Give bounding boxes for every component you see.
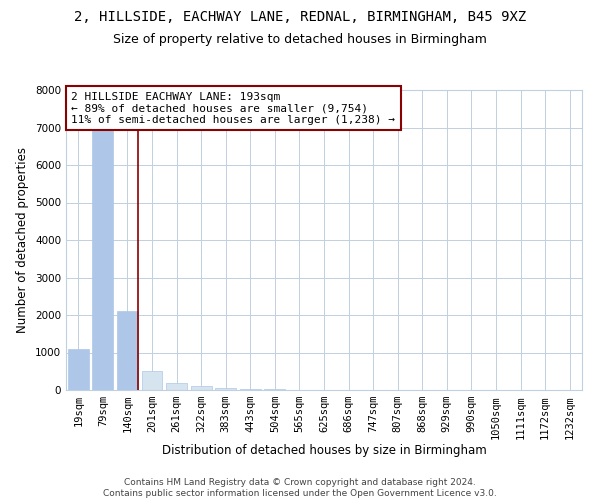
Text: Contains HM Land Registry data © Crown copyright and database right 2024.
Contai: Contains HM Land Registry data © Crown c…	[103, 478, 497, 498]
X-axis label: Distribution of detached houses by size in Birmingham: Distribution of detached houses by size …	[161, 444, 487, 457]
Text: 2, HILLSIDE, EACHWAY LANE, REDNAL, BIRMINGHAM, B45 9XZ: 2, HILLSIDE, EACHWAY LANE, REDNAL, BIRMI…	[74, 10, 526, 24]
Text: Size of property relative to detached houses in Birmingham: Size of property relative to detached ho…	[113, 32, 487, 46]
Bar	[215, 388, 236, 390]
Bar	[68, 349, 89, 390]
Bar	[191, 386, 212, 390]
Y-axis label: Number of detached properties: Number of detached properties	[16, 147, 29, 333]
Bar	[240, 389, 261, 390]
Bar	[265, 389, 286, 390]
Text: 2 HILLSIDE EACHWAY LANE: 193sqm
← 89% of detached houses are smaller (9,754)
11%: 2 HILLSIDE EACHWAY LANE: 193sqm ← 89% of…	[71, 92, 395, 124]
Bar	[142, 371, 163, 390]
Bar	[92, 109, 113, 390]
Bar	[166, 382, 187, 390]
Bar	[117, 311, 138, 390]
